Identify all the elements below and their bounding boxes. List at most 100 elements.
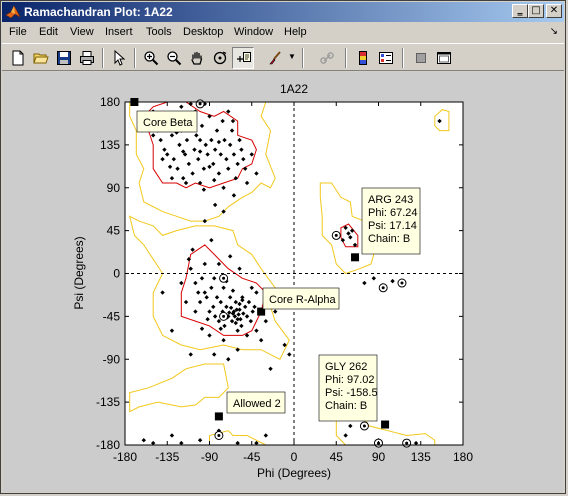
data-point[interactable] <box>233 320 238 326</box>
menu-window[interactable]: Window <box>234 26 274 38</box>
highlighted-point[interactable] <box>214 412 223 421</box>
data-point[interactable] <box>282 342 287 348</box>
insert-legend-button[interactable] <box>375 47 397 69</box>
dock-arrow-icon[interactable]: ↘ <box>549 26 558 37</box>
data-point[interactable] <box>169 176 175 181</box>
data-point[interactable] <box>236 312 241 317</box>
data-point[interactable] <box>197 438 203 443</box>
data-point[interactable] <box>226 109 231 114</box>
data-point[interactable] <box>186 161 192 167</box>
data-point[interactable] <box>218 152 223 157</box>
data-point[interactable] <box>413 440 419 446</box>
data-point[interactable] <box>233 176 238 181</box>
data-point[interactable] <box>207 114 212 119</box>
data-point[interactable] <box>244 333 250 338</box>
data-point[interactable] <box>179 104 184 109</box>
data-point[interactable] <box>254 328 259 333</box>
data-point[interactable] <box>222 137 227 143</box>
data-point[interactable] <box>188 352 193 357</box>
data-point[interactable] <box>227 310 232 315</box>
data-point[interactable] <box>211 276 217 281</box>
data-point[interactable] <box>205 317 210 322</box>
data-point[interactable] <box>233 299 238 305</box>
data-point[interactable] <box>229 128 235 133</box>
data-point[interactable] <box>238 317 243 322</box>
data-point[interactable] <box>263 433 269 438</box>
data-point[interactable] <box>197 299 203 305</box>
data-point[interactable] <box>212 202 218 208</box>
data-point[interactable] <box>221 285 226 290</box>
data-point[interactable] <box>174 130 179 135</box>
data-point[interactable] <box>235 317 240 322</box>
region-core-2[interactable] <box>340 223 359 248</box>
data-point[interactable] <box>209 285 214 290</box>
minimize-button[interactable]: ‗ <box>512 4 528 18</box>
data-point[interactable] <box>184 137 190 143</box>
data-point[interactable] <box>162 147 167 152</box>
data-point[interactable] <box>203 142 208 148</box>
data-point[interactable] <box>158 137 163 143</box>
data-point[interactable] <box>343 225 348 230</box>
data-point[interactable] <box>227 295 233 300</box>
menu-help[interactable]: Help <box>284 26 307 38</box>
data-point[interactable] <box>169 133 175 138</box>
data-point[interactable] <box>216 171 222 176</box>
data-point[interactable] <box>216 139 222 145</box>
data-point[interactable] <box>179 440 184 446</box>
data-point[interactable] <box>211 161 216 167</box>
menu-insert[interactable]: Insert <box>105 26 133 38</box>
data-point[interactable] <box>205 152 210 157</box>
data-point[interactable] <box>150 440 156 446</box>
save-figure-button[interactable] <box>53 47 75 69</box>
insert-colorbar-button[interactable] <box>352 47 374 69</box>
data-point[interactable] <box>192 147 197 152</box>
region-allowed-4[interactable] <box>128 215 290 360</box>
data-point[interactable] <box>214 295 220 300</box>
data-point[interactable] <box>235 440 240 446</box>
data-point[interactable] <box>209 137 214 143</box>
data-point[interactable] <box>197 149 203 154</box>
data-point[interactable] <box>207 333 212 338</box>
data-point[interactable] <box>234 307 239 312</box>
data-point[interactable] <box>239 323 244 329</box>
region-allowed-5[interactable] <box>129 363 229 413</box>
data-point[interactable] <box>246 299 252 305</box>
highlighted-point[interactable] <box>257 307 266 316</box>
data-point[interactable] <box>235 328 240 333</box>
data-point[interactable] <box>202 261 208 267</box>
region-allowed-8[interactable] <box>434 109 450 132</box>
data-point[interactable] <box>165 152 170 157</box>
region-allowed-7[interactable] <box>319 182 375 275</box>
data-point[interactable] <box>352 242 358 248</box>
data-point[interactable] <box>220 118 225 124</box>
link-plot-button[interactable] <box>316 47 338 69</box>
callout-allowed-2[interactable]: Allowed 2 <box>226 391 286 414</box>
data-point[interactable] <box>186 257 192 262</box>
new-figure-button[interactable] <box>7 47 29 69</box>
data-point[interactable] <box>227 254 233 259</box>
data-point[interactable] <box>181 176 186 181</box>
data-point[interactable] <box>179 280 184 286</box>
data-point[interactable] <box>248 318 254 324</box>
data-cursor-button[interactable] <box>232 47 254 69</box>
show-plot-tools-button[interactable] <box>433 47 455 69</box>
region-allowed-3[interactable] <box>129 101 276 222</box>
data-point[interactable] <box>237 307 242 312</box>
data-point[interactable] <box>287 352 292 357</box>
data-point[interactable] <box>181 149 186 154</box>
data-point[interactable] <box>241 311 246 316</box>
data-point[interactable] <box>211 352 217 357</box>
data-point[interactable] <box>221 209 226 214</box>
data-point[interactable] <box>350 228 355 233</box>
data-point[interactable] <box>346 231 351 236</box>
data-point[interactable] <box>252 304 257 310</box>
data-point[interactable] <box>244 314 250 319</box>
data-point[interactable] <box>194 133 199 138</box>
data-point[interactable] <box>167 164 173 169</box>
data-point[interactable] <box>340 237 346 243</box>
data-point[interactable] <box>254 171 259 176</box>
data-point[interactable] <box>197 180 203 186</box>
data-point[interactable] <box>193 280 198 286</box>
data-point[interactable] <box>218 326 223 331</box>
data-point[interactable] <box>196 290 201 295</box>
